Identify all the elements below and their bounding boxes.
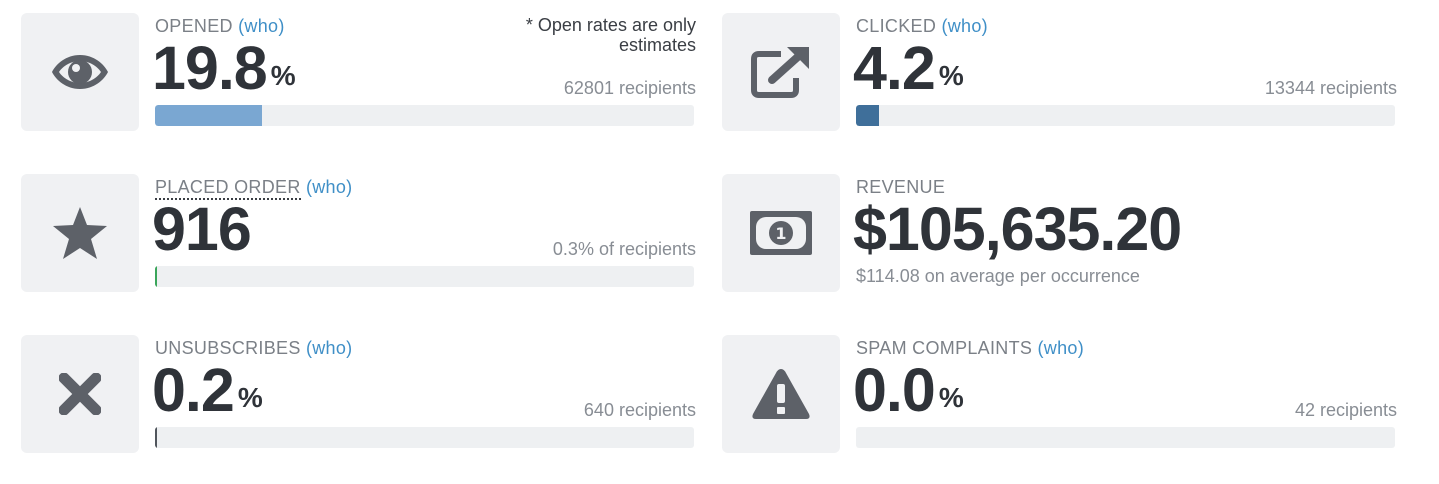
- spam-complaints-value: 0.0%: [853, 355, 964, 425]
- spam-complaints-icon-box: [722, 335, 840, 453]
- opened-label-text: OPENED: [155, 16, 233, 36]
- spam-complaints-recipients: 42 recipients: [1294, 400, 1397, 420]
- revenue-average: $114.08 on average per occurrence: [856, 266, 1140, 286]
- placed-order-card: PLACED ORDER (who) 916 0.3% of recipient…: [21, 174, 696, 294]
- opened-icon-box: [21, 13, 139, 131]
- opened-recipients: 62801 recipients: [563, 78, 696, 98]
- unsubscribes-label-text: UNSUBSCRIBES: [155, 338, 301, 358]
- spam-complaints-card: SPAM COMPLAINTS (who) 0.0% 42 recipients: [722, 335, 1397, 455]
- placed-order-label: PLACED ORDER (who): [155, 177, 353, 200]
- revenue-value: $105,635.20: [853, 195, 1182, 263]
- unsubscribes-value: 0.2%: [152, 355, 263, 425]
- placed-order-who-link[interactable]: (who): [305, 177, 353, 197]
- revenue-icon-box: 1: [722, 174, 840, 292]
- opened-who-link[interactable]: (who): [238, 16, 285, 36]
- opened-value-unit: %: [270, 60, 296, 91]
- opened-value: 19.8%: [152, 33, 296, 103]
- eye-icon: [52, 55, 108, 89]
- clicked-recipients: 13344 recipients: [1264, 78, 1397, 98]
- spam-complaints-progress-bar: [856, 427, 1395, 448]
- placed-order-label-text[interactable]: PLACED ORDER: [155, 177, 301, 200]
- spam-complaints-value-number: 0.0: [853, 356, 936, 424]
- warning-icon: [752, 369, 810, 419]
- revenue-label-text: REVENUE: [856, 177, 946, 197]
- placed-order-icon-box: [21, 174, 139, 292]
- clicked-label: CLICKED (who): [856, 16, 988, 37]
- unsubscribes-progress-fill: [155, 427, 157, 448]
- unsubscribes-card: UNSUBSCRIBES (who) 0.2% 640 recipients: [21, 335, 696, 455]
- external-link-icon: [751, 47, 809, 98]
- opened-card: OPENED (who) 19.8% * Open rates are only…: [21, 13, 696, 133]
- placed-order-progress-bar: [155, 266, 694, 287]
- svg-text:1: 1: [775, 224, 786, 243]
- opened-label: OPENED (who): [155, 16, 285, 37]
- clicked-card: CLICKED (who) 4.2% 13344 recipients: [722, 13, 1397, 133]
- opened-value-number: 19.8: [152, 34, 268, 102]
- close-icon: [59, 373, 101, 415]
- revenue-label: REVENUE: [856, 177, 945, 198]
- money-icon: 1: [750, 211, 812, 255]
- clicked-label-text: CLICKED: [856, 16, 937, 36]
- open-rate-note: * Open rates are only estimates: [525, 15, 696, 55]
- clicked-value-number: 4.2: [853, 34, 936, 102]
- unsubscribes-value-number: 0.2: [152, 356, 235, 424]
- spam-complaints-label-text: SPAM COMPLAINTS: [856, 338, 1033, 358]
- clicked-progress-fill: [856, 105, 879, 126]
- clicked-icon-box: [722, 13, 840, 131]
- placed-order-value: 916: [152, 195, 252, 263]
- unsubscribes-label: UNSUBSCRIBES (who): [155, 338, 352, 359]
- clicked-who-link[interactable]: (who): [941, 16, 988, 36]
- star-icon: [53, 207, 107, 259]
- unsubscribes-value-unit: %: [237, 382, 263, 413]
- unsubscribes-who-link[interactable]: (who): [305, 338, 353, 358]
- clicked-value-unit: %: [938, 60, 964, 91]
- spam-complaints-label: SPAM COMPLAINTS (who): [856, 338, 1084, 359]
- unsubscribes-icon-box: [21, 335, 139, 453]
- unsubscribes-progress-bar: [155, 427, 694, 448]
- unsubscribes-recipients: 640 recipients: [583, 400, 696, 420]
- spam-complaints-who-link[interactable]: (who): [1037, 338, 1085, 358]
- opened-progress-fill: [155, 105, 262, 126]
- spam-complaints-value-unit: %: [938, 382, 964, 413]
- placed-order-recipients: 0.3% of recipients: [552, 239, 696, 259]
- opened-progress-bar: [155, 105, 694, 126]
- revenue-card: 1 REVENUE $105,635.20 $114.08 on average…: [722, 174, 1397, 294]
- clicked-progress-bar: [856, 105, 1395, 126]
- clicked-value: 4.2%: [853, 33, 964, 103]
- placed-order-progress-fill: [155, 266, 157, 287]
